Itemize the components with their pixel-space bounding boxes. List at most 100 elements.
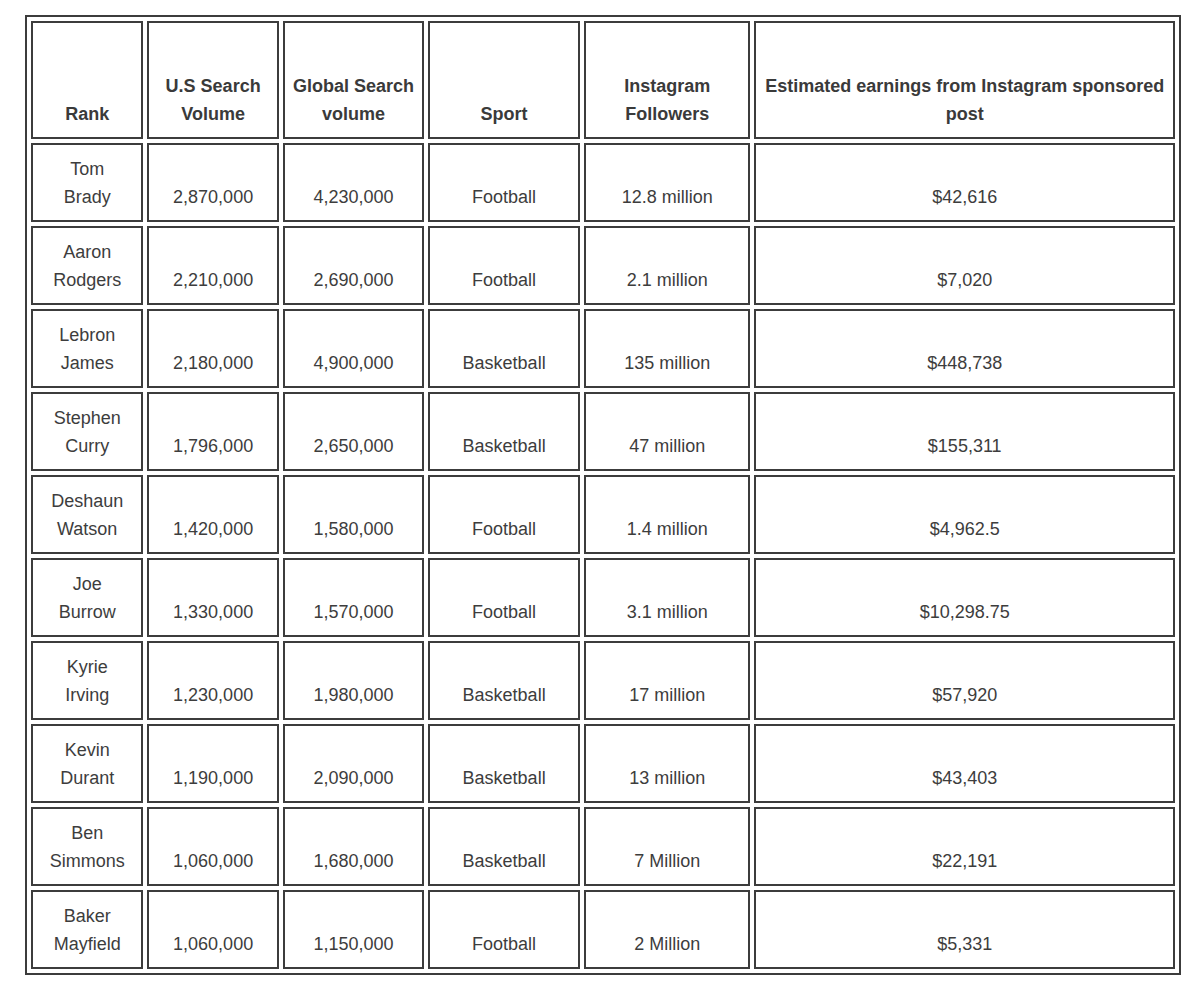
- athlete-first-name: Aaron: [35, 239, 139, 267]
- cell-estimated-earnings: $5,331: [754, 890, 1175, 969]
- athlete-first-name: Ben: [35, 820, 139, 848]
- cell-instagram-followers: 13 million: [584, 724, 751, 803]
- cell-instagram-followers: 1.4 million: [584, 475, 751, 554]
- athlete-first-name: Stephen: [35, 405, 139, 433]
- cell-athlete-name: Aaron Rodgers: [31, 226, 143, 305]
- athlete-last-name: Mayfield: [35, 931, 139, 959]
- cell-us-search-volume: 1,060,000: [147, 807, 278, 886]
- cell-sport: Basketball: [428, 724, 580, 803]
- table-header: Rank U.S Search Volume Global Search vol…: [31, 21, 1175, 139]
- athlete-first-name: Kyrie: [35, 654, 139, 682]
- cell-athlete-name: Baker Mayfield: [31, 890, 143, 969]
- column-header-rank: Rank: [31, 21, 143, 139]
- table-row: Tom Brady 2,870,000 4,230,000 Football 1…: [31, 143, 1175, 222]
- cell-global-search-volume: 1,570,000: [283, 558, 425, 637]
- cell-instagram-followers: 47 million: [584, 392, 751, 471]
- cell-global-search-volume: 4,230,000: [283, 143, 425, 222]
- cell-estimated-earnings: $57,920: [754, 641, 1175, 720]
- cell-us-search-volume: 2,870,000: [147, 143, 278, 222]
- table-row: Kevin Durant 1,190,000 2,090,000 Basketb…: [31, 724, 1175, 803]
- cell-athlete-name: Tom Brady: [31, 143, 143, 222]
- column-header-global-search: Global Search volume: [283, 21, 425, 139]
- cell-instagram-followers: 2 Million: [584, 890, 751, 969]
- cell-sport: Football: [428, 890, 580, 969]
- cell-instagram-followers: 135 million: [584, 309, 751, 388]
- athlete-last-name: Irving: [35, 682, 139, 710]
- cell-estimated-earnings: $42,616: [754, 143, 1175, 222]
- cell-athlete-name: Stephen Curry: [31, 392, 143, 471]
- cell-global-search-volume: 1,150,000: [283, 890, 425, 969]
- cell-instagram-followers: 17 million: [584, 641, 751, 720]
- cell-instagram-followers: 12.8 million: [584, 143, 751, 222]
- cell-athlete-name: Deshaun Watson: [31, 475, 143, 554]
- column-header-estimated-earnings: Estimated earnings from Instagram sponso…: [754, 21, 1175, 139]
- column-header-sport: Sport: [428, 21, 580, 139]
- cell-sport: Football: [428, 558, 580, 637]
- athlete-last-name: Durant: [35, 765, 139, 793]
- athlete-last-name: Burrow: [35, 599, 139, 627]
- cell-global-search-volume: 4,900,000: [283, 309, 425, 388]
- athlete-last-name: Rodgers: [35, 267, 139, 295]
- cell-estimated-earnings: $4,962.5: [754, 475, 1175, 554]
- cell-sport: Football: [428, 143, 580, 222]
- cell-us-search-volume: 1,330,000: [147, 558, 278, 637]
- cell-estimated-earnings: $7,020: [754, 226, 1175, 305]
- cell-instagram-followers: 2.1 million: [584, 226, 751, 305]
- cell-us-search-volume: 1,796,000: [147, 392, 278, 471]
- cell-us-search-volume: 1,060,000: [147, 890, 278, 969]
- athlete-earnings-table: Rank U.S Search Volume Global Search vol…: [25, 15, 1181, 975]
- cell-instagram-followers: 7 Million: [584, 807, 751, 886]
- cell-global-search-volume: 2,690,000: [283, 226, 425, 305]
- table-row: Lebron James 2,180,000 4,900,000 Basketb…: [31, 309, 1175, 388]
- table-row: Aaron Rodgers 2,210,000 2,690,000 Footba…: [31, 226, 1175, 305]
- cell-instagram-followers: 3.1 million: [584, 558, 751, 637]
- cell-estimated-earnings: $155,311: [754, 392, 1175, 471]
- cell-us-search-volume: 1,190,000: [147, 724, 278, 803]
- cell-global-search-volume: 1,680,000: [283, 807, 425, 886]
- cell-sport: Football: [428, 226, 580, 305]
- athlete-first-name: Joe: [35, 571, 139, 599]
- cell-global-search-volume: 1,580,000: [283, 475, 425, 554]
- header-row: Rank U.S Search Volume Global Search vol…: [31, 21, 1175, 139]
- cell-sport: Basketball: [428, 392, 580, 471]
- athlete-first-name: Baker: [35, 903, 139, 931]
- athlete-first-name: Lebron: [35, 322, 139, 350]
- table-row: Joe Burrow 1,330,000 1,570,000 Football …: [31, 558, 1175, 637]
- cell-sport: Basketball: [428, 309, 580, 388]
- cell-sport: Basketball: [428, 641, 580, 720]
- cell-sport: Football: [428, 475, 580, 554]
- athlete-last-name: Simmons: [35, 848, 139, 876]
- cell-us-search-volume: 2,210,000: [147, 226, 278, 305]
- cell-global-search-volume: 1,980,000: [283, 641, 425, 720]
- table-row: Stephen Curry 1,796,000 2,650,000 Basket…: [31, 392, 1175, 471]
- athlete-first-name: Deshaun: [35, 488, 139, 516]
- athlete-last-name: Watson: [35, 516, 139, 544]
- cell-global-search-volume: 2,650,000: [283, 392, 425, 471]
- table-body: Tom Brady 2,870,000 4,230,000 Football 1…: [31, 143, 1175, 969]
- cell-athlete-name: Lebron James: [31, 309, 143, 388]
- athlete-last-name: James: [35, 350, 139, 378]
- cell-athlete-name: Ben Simmons: [31, 807, 143, 886]
- cell-global-search-volume: 2,090,000: [283, 724, 425, 803]
- table-row: Ben Simmons 1,060,000 1,680,000 Basketba…: [31, 807, 1175, 886]
- cell-estimated-earnings: $10,298.75: [754, 558, 1175, 637]
- cell-sport: Basketball: [428, 807, 580, 886]
- table-row: Kyrie Irving 1,230,000 1,980,000 Basketb…: [31, 641, 1175, 720]
- column-header-instagram-followers: Instagram Followers: [584, 21, 751, 139]
- athlete-last-name: Brady: [35, 184, 139, 212]
- cell-estimated-earnings: $43,403: [754, 724, 1175, 803]
- cell-estimated-earnings: $448,738: [754, 309, 1175, 388]
- cell-us-search-volume: 1,420,000: [147, 475, 278, 554]
- cell-us-search-volume: 1,230,000: [147, 641, 278, 720]
- table-row: Deshaun Watson 1,420,000 1,580,000 Footb…: [31, 475, 1175, 554]
- column-header-us-search: U.S Search Volume: [147, 21, 278, 139]
- athlete-first-name: Tom: [35, 156, 139, 184]
- cell-athlete-name: Kevin Durant: [31, 724, 143, 803]
- athlete-first-name: Kevin: [35, 737, 139, 765]
- cell-athlete-name: Joe Burrow: [31, 558, 143, 637]
- cell-estimated-earnings: $22,191: [754, 807, 1175, 886]
- cell-athlete-name: Kyrie Irving: [31, 641, 143, 720]
- athlete-last-name: Curry: [35, 433, 139, 461]
- table-row: Baker Mayfield 1,060,000 1,150,000 Footb…: [31, 890, 1175, 969]
- cell-us-search-volume: 2,180,000: [147, 309, 278, 388]
